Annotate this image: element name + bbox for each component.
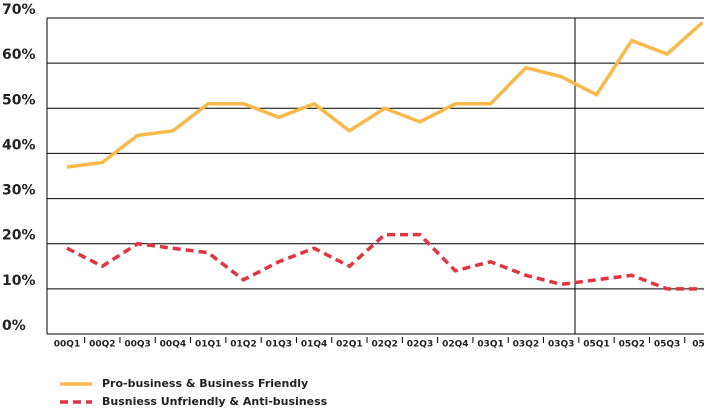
x-tick-label: 00Q3 (124, 340, 150, 350)
y-tick-label: 20% (2, 228, 36, 244)
x-tick-label: 05Q2 (619, 340, 645, 350)
x-tick-label: 02Q2 (371, 340, 397, 350)
x-tick-label: 02Q3 (407, 340, 433, 350)
x-tick-label: 00Q1 (54, 340, 80, 350)
x-tick-label: 00Q4 (160, 340, 186, 350)
y-tick-label: 30% (2, 183, 36, 199)
x-tick-label: 01Q3 (266, 340, 292, 350)
y-tick-label: 70% (2, 2, 36, 18)
y-tick-label: 50% (2, 92, 36, 108)
x-tick-label: 03Q2 (513, 340, 539, 350)
x-tick-label: 01Q2 (230, 340, 256, 350)
x-tick-label: 03Q1 (477, 340, 503, 350)
x-tick-label: 05Q1 (583, 340, 609, 350)
x-tick-label: 03Q3 (548, 340, 574, 350)
x-tick-label: 01Q4 (301, 340, 327, 350)
series-line (66, 21, 704, 169)
x-tick-label: 01Q1 (195, 340, 221, 350)
x-tick-label: 05Q3 (654, 340, 680, 350)
x-tick-label: 02Q4 (442, 340, 468, 350)
legend-label: Pro-business & Business Friendly (102, 377, 308, 390)
x-tick-label: 02Q1 (336, 340, 362, 350)
y-tick-label: 40% (2, 137, 36, 153)
y-tick-label: 10% (2, 273, 36, 289)
series-line (66, 232, 703, 291)
x-tick-label: 00Q2 (89, 340, 115, 350)
x-tick-label: 05Q (692, 340, 704, 350)
y-tick-label: 60% (2, 47, 36, 63)
y-tick-label: 0% (2, 318, 26, 334)
legend-label: Busniess Unfriendly & Anti-business (102, 395, 328, 408)
